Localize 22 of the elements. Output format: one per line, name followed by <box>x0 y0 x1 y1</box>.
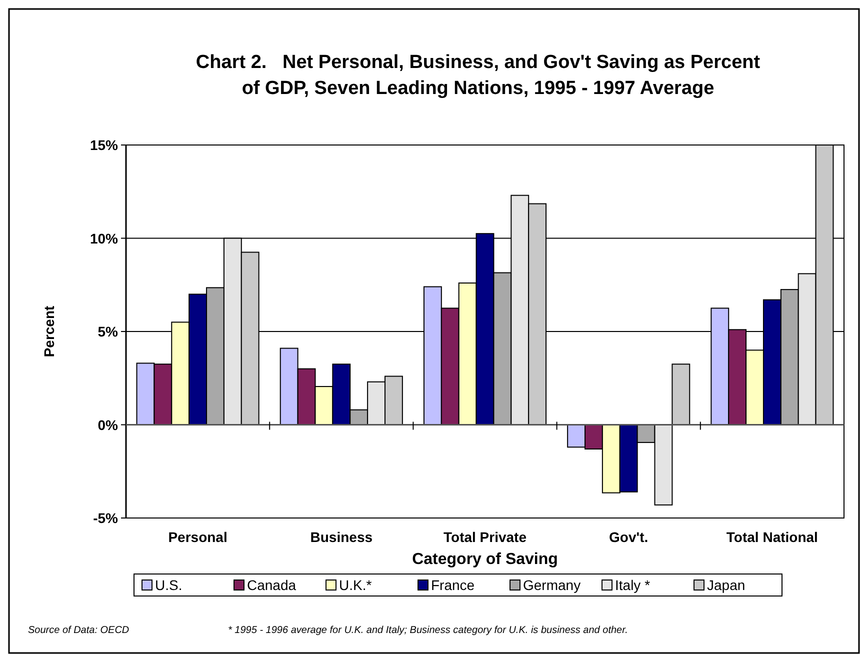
legend-label: Canada <box>247 577 296 593</box>
x-tick-label: Personal <box>168 529 228 545</box>
x-tick-label: Business <box>310 529 373 545</box>
y-tick-label: 0% <box>98 416 119 433</box>
legend-label: U.S. <box>155 577 182 593</box>
legend-label: Italy * <box>615 577 651 593</box>
x-axis-title: Category of Saving <box>412 551 558 568</box>
y-tick-label: 5% <box>98 324 119 340</box>
source-note: Source of Data: OECD <box>28 625 130 636</box>
text: * 1995 - 1996 average for U.K. and Italy; Business category for U.K. is business and other. <box>228 625 628 636</box>
legend-label: France <box>431 577 475 593</box>
x-tick-label: Total National <box>726 529 818 545</box>
y-tick-label: -5% <box>93 510 119 526</box>
y-tick-label: 15% <box>90 137 119 153</box>
y-axis-title: Percent <box>41 305 57 358</box>
chart-title: Chart 2. Net Personal, Business, and Gov't Saving as Percent of GDP, Seven Leading Nations, 1995 - 1997 Average <box>196 52 761 99</box>
legend-label: U.K.* <box>339 577 372 593</box>
y-tick-label: 10% <box>90 230 119 246</box>
legend-label: Germany <box>523 577 581 593</box>
x-tick-label: Gov't. <box>609 529 648 545</box>
legend-label: Japan <box>707 577 746 593</box>
x-tick-label: Total Private <box>444 529 527 545</box>
